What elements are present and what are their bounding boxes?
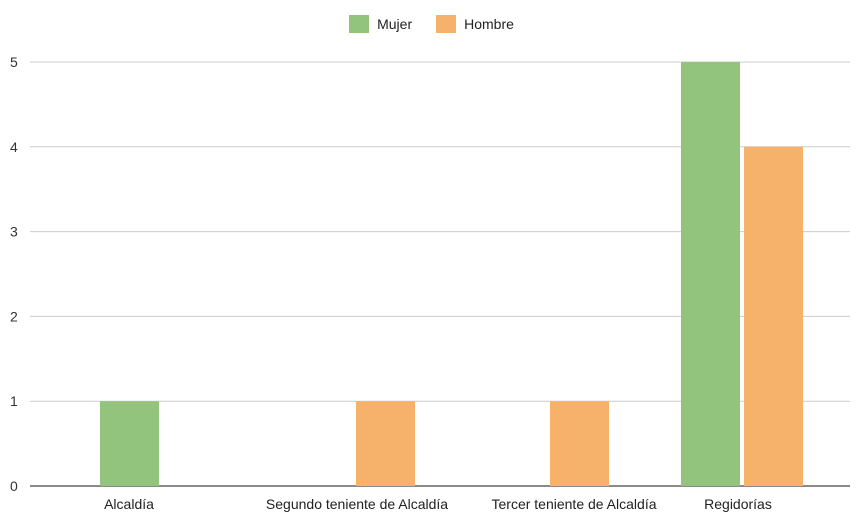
legend-swatch-mujer [349,15,370,33]
legend-item-mujer[interactable]: Mujer [349,15,412,33]
y-tick-label: 1 [10,393,18,409]
bar-mujer [681,62,740,486]
y-tick-label: 2 [10,308,18,324]
chart-legend: Mujer Hombre [0,15,863,33]
legend-swatch-hombre [436,15,457,33]
y-tick-label: 4 [10,139,18,155]
bar-hombre [550,401,609,486]
x-tick-label: Regidorías [704,496,772,512]
x-tick-label: Tercer teniente de Alcaldía [492,496,657,512]
bar-hombre [744,146,803,487]
y-tick-label: 5 [10,54,18,70]
bar-hombre [356,401,415,486]
legend-label-hombre: Hombre [464,16,514,32]
bar-mujer [100,401,159,486]
x-tick-label: Segundo teniente de Alcaldía [266,496,448,512]
x-tick-label: Alcaldía [104,496,154,512]
y-tick-label: 3 [10,224,18,240]
legend-item-hombre[interactable]: Hombre [436,15,514,33]
legend-label-mujer: Mujer [377,16,413,32]
y-tick-label: 0 [10,478,18,494]
